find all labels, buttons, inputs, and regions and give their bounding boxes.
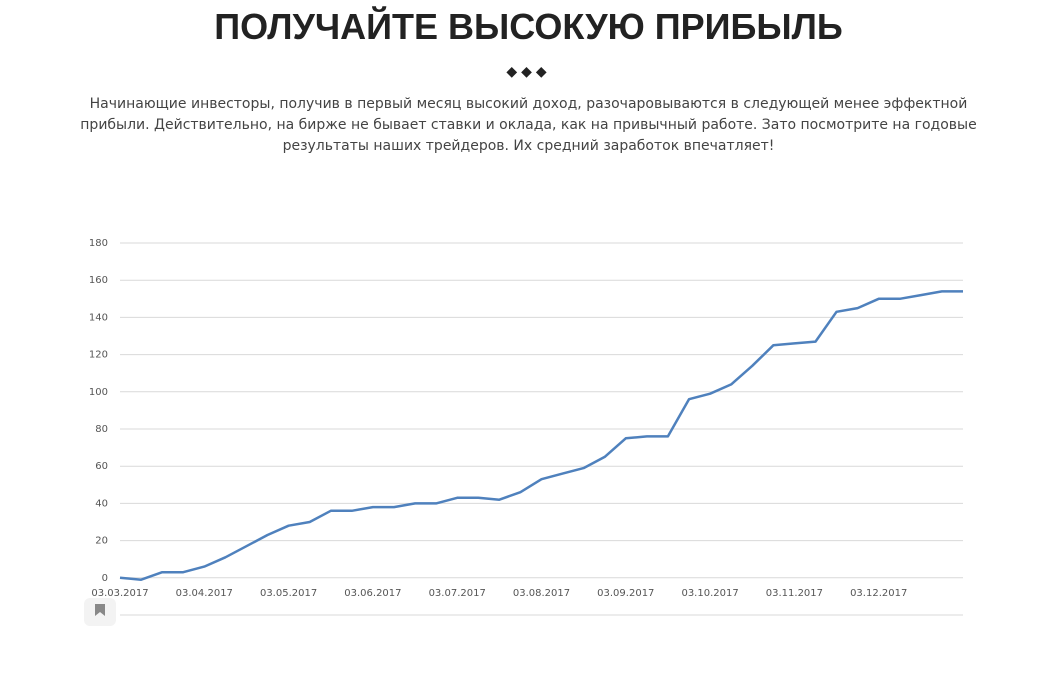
y-tick-label: 20 (95, 536, 108, 547)
x-tick-label: 03.07.2017 (429, 588, 486, 599)
title: ПОЛУЧАЙТЕ ВЫСОКУЮ ПРИБЫЛЬ (214, 6, 843, 47)
divider: ◆◆◆ (506, 64, 551, 80)
y-tick-label: 100 (89, 387, 108, 398)
x-tick-label: 03.11.2017 (766, 588, 823, 599)
x-tick-label: 03.03.2017 (91, 588, 148, 599)
y-tick-label: 40 (95, 498, 108, 509)
y-tick-label: 0 (102, 573, 108, 584)
x-tick-label: 03.12.2017 (850, 588, 907, 599)
x-tick-label: 03.05.2017 (260, 588, 317, 599)
y-tick-label: 60 (95, 461, 108, 472)
x-tick-label: 03.08.2017 (513, 588, 570, 599)
x-tick-label: 03.10.2017 (681, 588, 738, 599)
x-tick-label: 03.09.2017 (597, 588, 654, 599)
y-tick-label: 140 (89, 312, 108, 323)
x-tick-label: 03.06.2017 (344, 588, 401, 599)
y-tick-label: 180 (89, 238, 108, 249)
bookmark-icon (95, 604, 105, 616)
x-tick-label: 03.04.2017 (176, 588, 233, 599)
y-tick-label: 120 (89, 350, 108, 361)
y-tick-label: 160 (89, 275, 108, 286)
y-tick-label: 80 (95, 424, 108, 435)
intro-text: Начинающие инвесторы, получив в первый м… (80, 96, 977, 154)
data-line (119, 290, 963, 581)
